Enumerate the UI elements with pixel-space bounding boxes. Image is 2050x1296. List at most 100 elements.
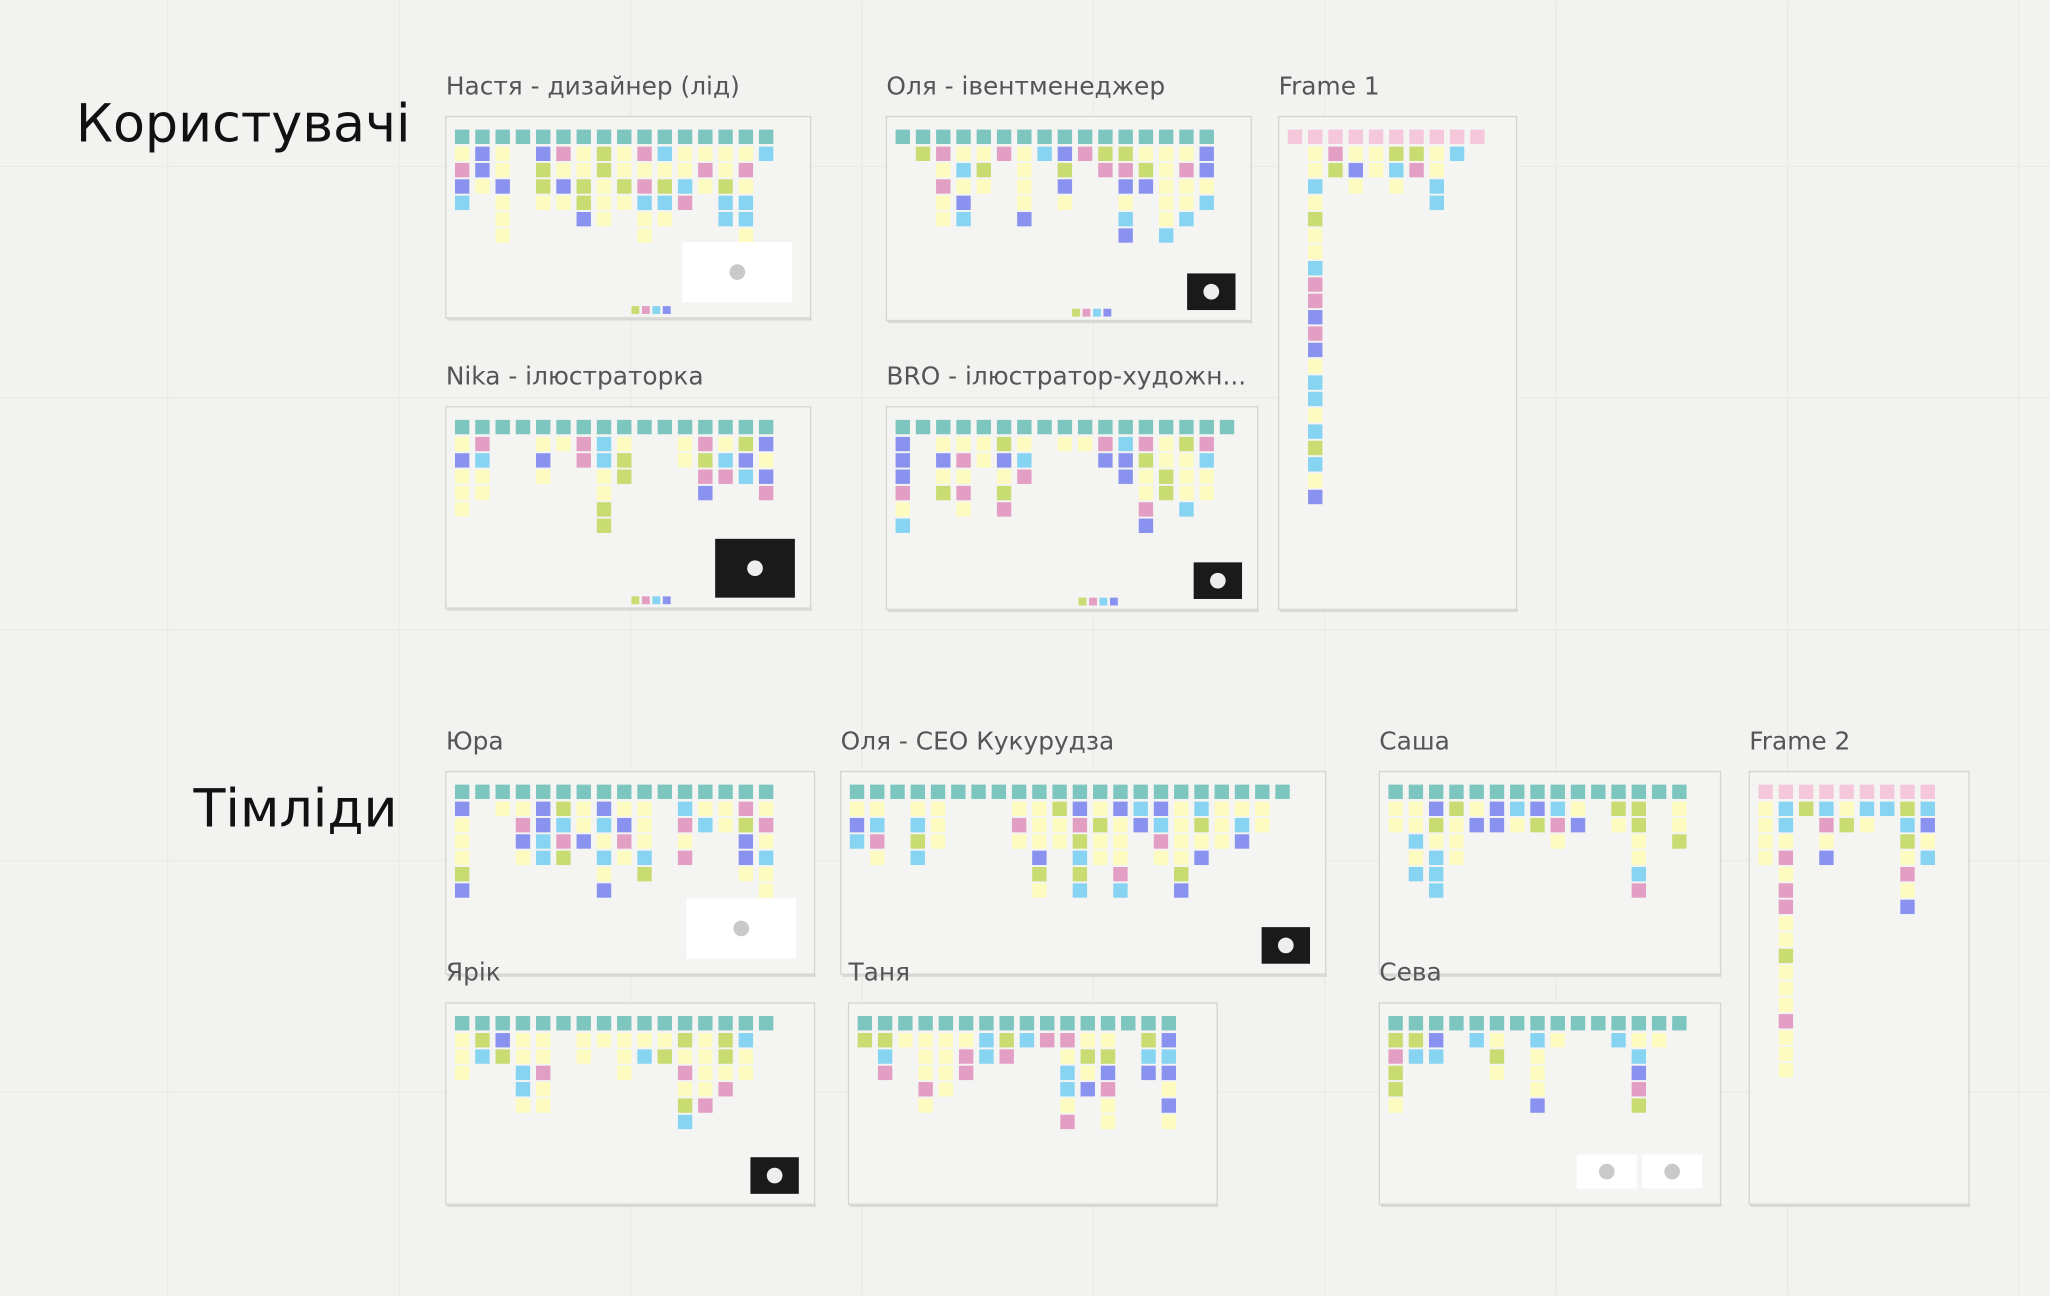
sticky-note[interactable] bbox=[454, 419, 470, 435]
sticky-note[interactable] bbox=[536, 1033, 551, 1048]
sticky-note[interactable] bbox=[515, 801, 531, 817]
sticky-note[interactable] bbox=[1098, 436, 1113, 452]
sticky-note[interactable] bbox=[1651, 1016, 1667, 1031]
sticky-note[interactable] bbox=[1017, 195, 1032, 211]
sticky-note[interactable] bbox=[576, 784, 591, 800]
sticky-note[interactable] bbox=[1017, 453, 1032, 468]
sticky-note[interactable] bbox=[617, 1016, 632, 1031]
sticky-note[interactable] bbox=[1328, 129, 1343, 144]
sticky-note[interactable] bbox=[1428, 866, 1444, 882]
sticky-note[interactable] bbox=[596, 469, 612, 484]
sticky-note[interactable] bbox=[454, 866, 470, 882]
sticky-note[interactable] bbox=[1631, 801, 1647, 817]
sticky-note[interactable] bbox=[996, 502, 1012, 517]
sticky-note[interactable] bbox=[1037, 146, 1052, 161]
sticky-note[interactable] bbox=[956, 211, 971, 227]
sticky-note[interactable] bbox=[999, 1016, 1014, 1031]
sticky-note[interactable] bbox=[1118, 436, 1133, 452]
sticky-note[interactable] bbox=[454, 850, 470, 866]
sticky-note[interactable] bbox=[738, 1049, 754, 1064]
sticky-note[interactable] bbox=[1080, 1033, 1095, 1048]
sticky-note[interactable] bbox=[576, 453, 591, 468]
sticky-note[interactable] bbox=[1100, 1114, 1116, 1130]
frame[interactable]: Nika - ілюстраторка bbox=[445, 362, 812, 611]
sticky-note[interactable] bbox=[1179, 469, 1194, 484]
sticky-note[interactable] bbox=[657, 195, 673, 211]
sticky-note[interactable] bbox=[1161, 1065, 1177, 1081]
sticky-note[interactable] bbox=[1388, 1082, 1403, 1097]
sticky-note[interactable] bbox=[698, 784, 713, 800]
sticky-note[interactable] bbox=[536, 801, 551, 817]
sticky-note[interactable] bbox=[1032, 801, 1047, 817]
sticky-note[interactable] bbox=[1174, 817, 1189, 833]
sticky-note[interactable] bbox=[1118, 419, 1133, 435]
sticky-note[interactable] bbox=[536, 195, 551, 211]
sticky-note[interactable] bbox=[454, 784, 470, 800]
sticky-note[interactable] bbox=[1778, 883, 1794, 898]
sticky-note[interactable] bbox=[1153, 784, 1169, 800]
sticky-note[interactable] bbox=[1530, 1016, 1545, 1031]
sticky-note[interactable] bbox=[495, 211, 510, 227]
sticky-note[interactable] bbox=[849, 801, 865, 817]
sticky-note[interactable] bbox=[617, 834, 632, 849]
sticky-note[interactable] bbox=[951, 784, 966, 800]
sticky-note[interactable] bbox=[637, 179, 652, 194]
sticky-note[interactable] bbox=[1428, 1049, 1444, 1064]
sticky-note[interactable] bbox=[738, 1065, 754, 1081]
sticky-note[interactable] bbox=[556, 162, 571, 178]
sticky-note[interactable] bbox=[475, 784, 490, 800]
sticky-note[interactable] bbox=[1308, 211, 1323, 227]
sticky-note[interactable] bbox=[677, 1082, 693, 1097]
sticky-note[interactable] bbox=[698, 1098, 713, 1113]
sticky-note[interactable] bbox=[938, 1016, 954, 1031]
sticky-note[interactable] bbox=[758, 817, 774, 833]
sticky-note[interactable] bbox=[1072, 850, 1088, 866]
sticky-note[interactable] bbox=[1428, 817, 1444, 833]
sticky-note[interactable] bbox=[637, 801, 652, 817]
sticky-note[interactable] bbox=[1308, 424, 1323, 439]
sticky-note[interactable] bbox=[870, 784, 885, 800]
sticky-note[interactable] bbox=[1408, 866, 1424, 882]
sticky-note[interactable] bbox=[1072, 866, 1088, 882]
sticky-note[interactable] bbox=[1510, 1016, 1525, 1031]
frame[interactable]: Оля - івентменеджер bbox=[885, 71, 1253, 324]
sticky-note[interactable] bbox=[1153, 850, 1169, 866]
sticky-note[interactable] bbox=[976, 436, 992, 452]
sticky-note[interactable] bbox=[1900, 784, 1915, 800]
sticky-note[interactable] bbox=[1778, 1063, 1794, 1078]
sticky-note[interactable] bbox=[454, 195, 470, 211]
sticky-note[interactable] bbox=[1118, 228, 1133, 243]
sticky-note[interactable] bbox=[1489, 801, 1505, 817]
sticky-note[interactable] bbox=[1778, 965, 1794, 980]
sticky-note[interactable] bbox=[1255, 817, 1270, 833]
sticky-note[interactable] bbox=[677, 453, 693, 468]
sticky-note[interactable] bbox=[1179, 419, 1194, 435]
sticky-note[interactable] bbox=[910, 850, 925, 866]
sticky-note[interactable] bbox=[454, 469, 470, 484]
sticky-note[interactable] bbox=[576, 1016, 591, 1031]
sticky-note[interactable] bbox=[536, 1049, 551, 1064]
sticky-note[interactable] bbox=[596, 436, 612, 452]
sticky-note[interactable] bbox=[698, 1033, 713, 1048]
sticky-note[interactable] bbox=[1052, 784, 1067, 800]
sticky-note[interactable] bbox=[1219, 419, 1235, 435]
sticky-note[interactable] bbox=[1819, 817, 1834, 833]
sticky-note[interactable] bbox=[1530, 801, 1545, 817]
sticky-note[interactable] bbox=[1428, 801, 1444, 817]
sticky-note[interactable] bbox=[1072, 883, 1088, 898]
sticky-note[interactable] bbox=[454, 1049, 470, 1064]
sticky-note[interactable] bbox=[1017, 129, 1032, 144]
sticky-note[interactable] bbox=[956, 146, 971, 161]
sticky-note[interactable] bbox=[1174, 801, 1189, 817]
sticky-note[interactable] bbox=[677, 817, 693, 833]
sticky-note[interactable] bbox=[536, 817, 551, 833]
sticky-note[interactable] bbox=[1510, 784, 1525, 800]
sticky-note[interactable] bbox=[1308, 162, 1323, 178]
sticky-note[interactable] bbox=[718, 211, 733, 227]
sticky-note[interactable] bbox=[1199, 162, 1214, 178]
sticky-note[interactable] bbox=[1159, 146, 1174, 161]
sticky-note[interactable] bbox=[1057, 419, 1073, 435]
sticky-note[interactable] bbox=[475, 485, 490, 501]
sticky-note[interactable] bbox=[1060, 1082, 1075, 1097]
sticky-note[interactable] bbox=[758, 419, 774, 435]
